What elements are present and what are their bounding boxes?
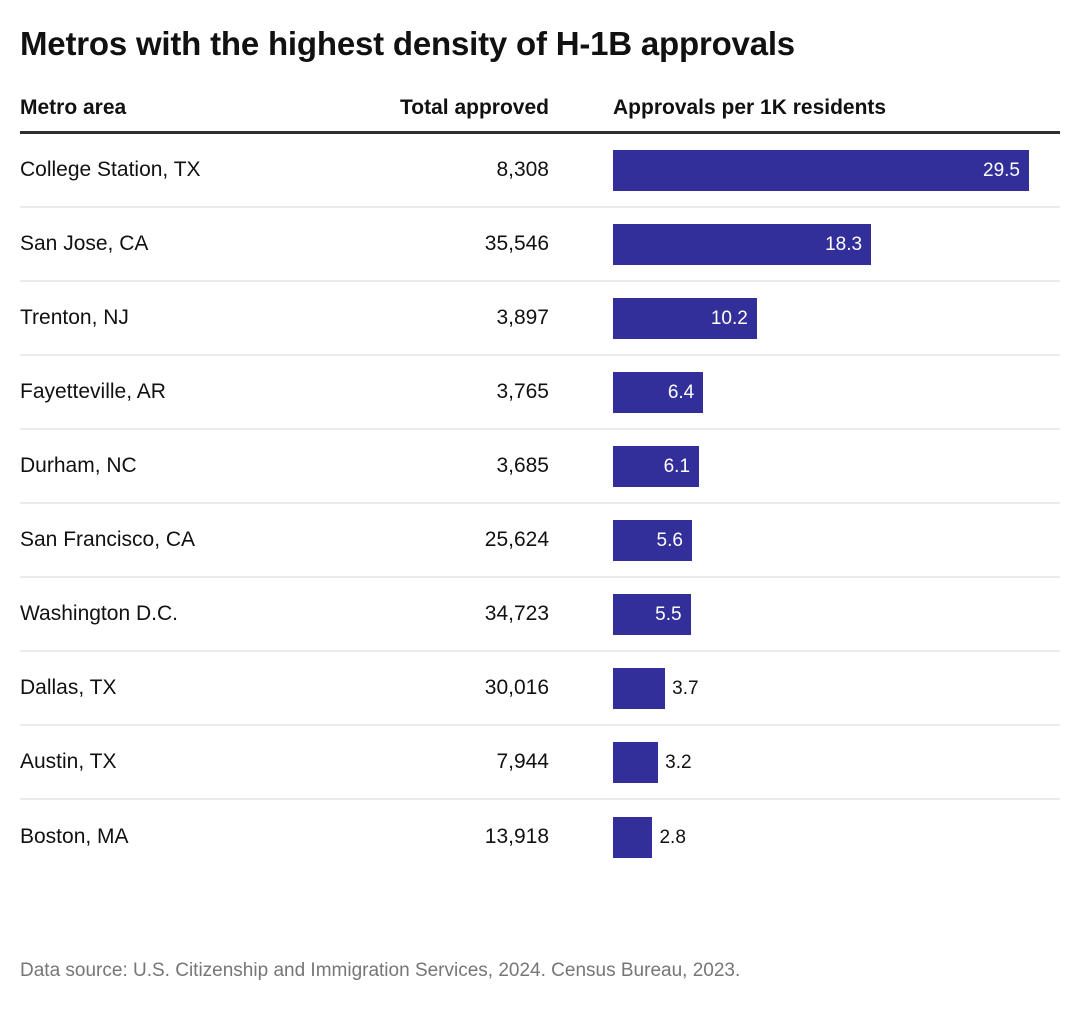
cell-approvals-per-1k: 2.8 (549, 800, 1060, 874)
cell-metro-area: College Station, TX (20, 158, 201, 182)
cell-approvals-per-1k: 6.4 (549, 356, 1060, 428)
cell-approvals-per-1k: 5.5 (549, 578, 1060, 650)
page-title: Metros with the highest density of H-1B … (20, 25, 795, 62)
data-table: Metro area Total approved Approvals per … (20, 96, 1060, 874)
cell-approvals-per-1k: 6.1 (549, 430, 1060, 502)
cell-metro-area: Fayetteville, AR (20, 380, 166, 404)
table-row: Washington D.C. 34,723 5.5 (20, 578, 1060, 653)
bar-value-label: 5.5 (655, 603, 682, 625)
bar-wrapper: 3.7 (613, 667, 699, 709)
cell-metro-area: Durham, NC (20, 454, 137, 478)
bar-value-label: 29.5 (983, 159, 1020, 181)
bar: 18.3 (613, 223, 872, 265)
table-row: Fayetteville, AR 3,765 6.4 (20, 356, 1060, 431)
table-row: Austin, TX 7,944 3.2 (20, 726, 1060, 801)
table-row: Durham, NC 3,685 6.1 (20, 430, 1060, 505)
cell-total-approved: 3,897 (496, 306, 549, 330)
bar: 29.5 (613, 149, 1029, 191)
bar-wrapper: 6.1 (613, 445, 700, 487)
cell-total-approved: 34,723 (484, 602, 549, 626)
cell-metro-area: San Francisco, CA (20, 528, 196, 552)
bar-wrapper: 3.2 (613, 741, 692, 783)
cell-approvals-per-1k: 3.7 (549, 652, 1060, 724)
bar-wrapper: 6.4 (613, 371, 704, 413)
cell-metro-area: Trenton, NJ (20, 306, 129, 330)
bar-wrapper: 2.8 (613, 816, 686, 858)
source-note: Data source: U.S. Citizenship and Immigr… (20, 960, 741, 982)
bar-value-label: 5.6 (656, 529, 683, 551)
cell-approvals-per-1k: 5.6 (549, 504, 1060, 576)
bar-value-label: 2.8 (659, 826, 686, 848)
cell-total-approved: 30,016 (484, 676, 549, 700)
cell-total-approved: 35,546 (484, 232, 549, 256)
cell-approvals-per-1k: 18.3 (549, 208, 1060, 280)
bar: 10.2 (613, 297, 757, 339)
bar-value-label: 3.7 (672, 677, 699, 699)
cell-total-approved: 8,308 (496, 158, 549, 182)
cell-total-approved: 3,685 (496, 454, 549, 478)
bar-value-label: 18.3 (825, 233, 863, 255)
table-header-row: Metro area Total approved Approvals per … (20, 96, 1060, 135)
table-row: San Francisco, CA 25,624 5.6 (20, 504, 1060, 579)
bar-value-label: 6.4 (667, 381, 695, 403)
bar: 5.5 (613, 593, 691, 635)
column-header-total-approved: Total approved (400, 96, 549, 120)
table-row: Trenton, NJ 3,897 10.2 (20, 282, 1060, 357)
bar-wrapper: 5.5 (613, 593, 691, 635)
cell-metro-area: Boston, MA (20, 825, 129, 849)
column-header-approvals-per-1k: Approvals per 1K residents (613, 96, 887, 120)
cell-approvals-per-1k: 29.5 (549, 134, 1060, 206)
table-row: College Station, TX 8,308 29.5 (20, 134, 1060, 209)
table-row: San Jose, CA 35,546 18.3 (20, 208, 1060, 283)
bar: 6.1 (613, 445, 700, 487)
cell-total-approved: 25,624 (484, 528, 549, 552)
bar (613, 667, 666, 709)
bar (613, 816, 653, 858)
cell-metro-area: Austin, TX (20, 750, 117, 774)
cell-metro-area: San Jose, CA (20, 232, 149, 256)
cell-total-approved: 13,918 (484, 825, 549, 849)
column-header-metro-area: Metro area (20, 96, 127, 120)
table-body: College Station, TX 8,308 29.5 San Jose, CA… (20, 134, 1060, 874)
bar (613, 741, 659, 783)
bar: 6.4 (613, 371, 704, 413)
bar-value-label: 3.2 (665, 751, 692, 773)
table-row: Boston, MA 13,918 2.8 (20, 800, 1060, 874)
bar-value-label: 6.1 (663, 455, 691, 477)
bar: 5.6 (613, 519, 692, 561)
bar-value-label: 10.2 (710, 307, 748, 329)
bar-wrapper: 5.6 (613, 519, 692, 561)
cell-approvals-per-1k: 3.2 (549, 726, 1060, 798)
cell-total-approved: 3,765 (496, 380, 549, 404)
bar-wrapper: 18.3 (613, 223, 872, 265)
cell-approvals-per-1k: 10.2 (549, 282, 1060, 354)
cell-metro-area: Washington D.C. (20, 602, 178, 626)
bar-wrapper: 10.2 (613, 297, 757, 339)
cell-total-approved: 7,944 (496, 750, 549, 774)
cell-metro-area: Dallas, TX (20, 676, 117, 700)
table-row: Dallas, TX 30,016 3.7 (20, 652, 1060, 727)
bar-wrapper: 29.5 (613, 149, 1029, 191)
